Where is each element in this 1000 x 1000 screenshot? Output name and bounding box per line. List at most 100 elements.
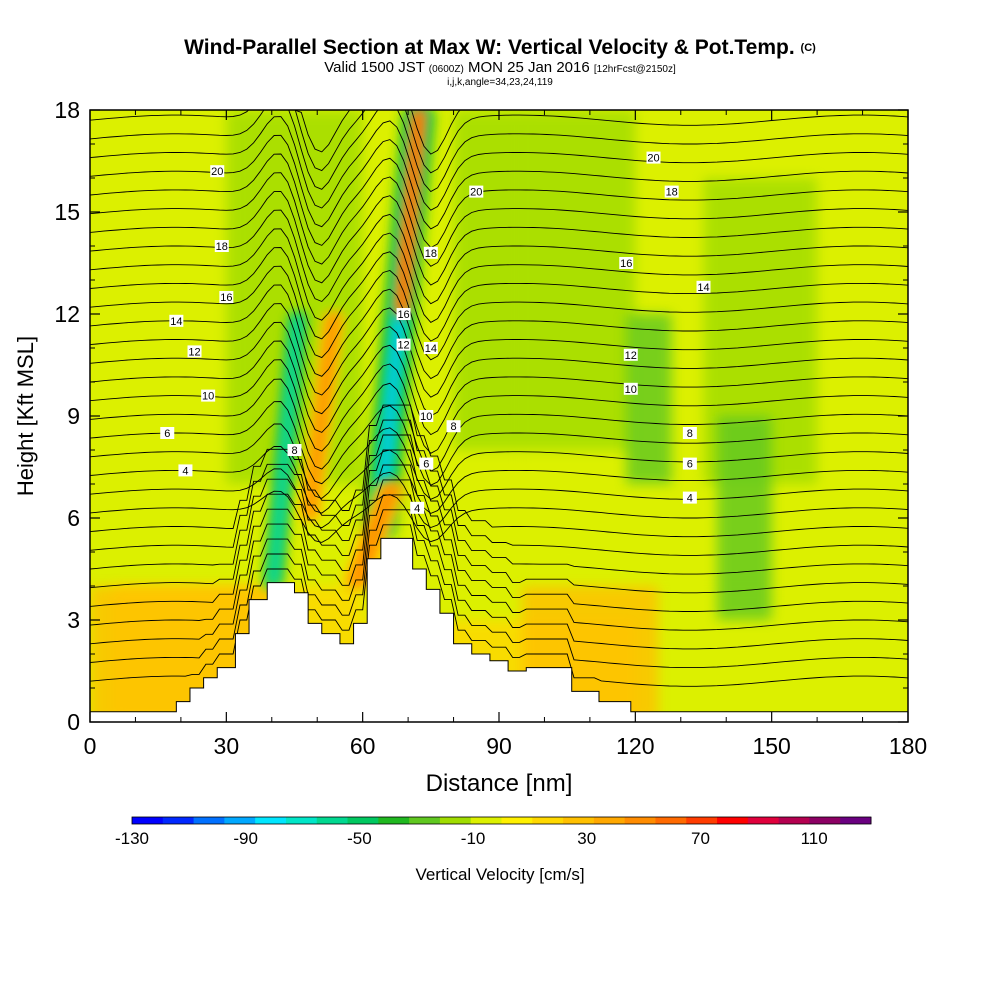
colorbar-tick-label: 70	[691, 829, 710, 848]
isentrope-label: 20	[469, 185, 484, 199]
isentrope-label: 20	[210, 165, 225, 178]
x-tick-label: 150	[752, 733, 790, 759]
vv-cell	[717, 416, 772, 620]
label-bg	[682, 427, 697, 439]
colorbar-swatch	[778, 817, 810, 824]
isentrope-line	[90, 449, 908, 594]
isentrope-label: 14	[423, 342, 438, 355]
isentrope-label-text: 14	[697, 282, 709, 294]
isentrope-line	[90, 468, 908, 529]
isentrope-label-text: 6	[687, 459, 693, 471]
colorbar-swatch	[840, 817, 872, 824]
isentrope-line	[90, 228, 908, 323]
colorbar-tick-label: -90	[233, 829, 258, 848]
label-bg	[682, 491, 697, 504]
isentrope-label: 10	[419, 410, 434, 423]
isentrope-label: 16	[219, 291, 234, 304]
y-tick-label: 15	[54, 199, 80, 225]
colorbar-swatch	[563, 817, 595, 824]
colorbar-tick-label: 110	[801, 829, 828, 848]
isentrope-label-text: 6	[164, 428, 170, 440]
colorbar-swatch	[809, 817, 841, 824]
isentrope-label: 6	[419, 457, 434, 471]
chart-title-text: Wind-Parallel Section at Max W: Vertical…	[184, 36, 795, 59]
isentrope-line	[90, 509, 908, 669]
isentrope-label: 4	[410, 501, 425, 515]
isentrope-label: 6	[160, 427, 175, 440]
isentrope-line	[90, 479, 908, 631]
title-block: Wind-Parallel Section at Max W: Vertical…	[0, 36, 1000, 88]
y-tick-label: 0	[67, 709, 80, 735]
vv-cell	[90, 110, 250, 552]
isentrope-line	[90, 445, 908, 514]
isentrope-label-text: 8	[450, 421, 456, 433]
isentrope-line	[90, 116, 908, 211]
isentrope-label-text: 18	[666, 187, 678, 199]
label-bg	[219, 291, 234, 303]
x-tick-label: 180	[889, 733, 927, 759]
x-tick-label: 120	[616, 733, 654, 759]
isentrope-label: 20	[646, 151, 661, 165]
isentrope-line	[90, 359, 908, 454]
x-tick-label: 60	[350, 733, 376, 759]
isentrope-label-text: 4	[414, 503, 420, 515]
x-axis-label: Distance [nm]	[426, 770, 573, 797]
colorbar-swatch	[224, 817, 256, 824]
isentrope-label: 8	[446, 420, 461, 433]
isentrope-line	[90, 284, 908, 380]
label-bg	[423, 342, 438, 354]
isentrope-line	[90, 303, 908, 398]
x-tick-label: 30	[214, 733, 240, 759]
valid-line: Valid 1500 JST (0600Z) MON 25 Jan 2016 […	[0, 60, 1000, 77]
vv-cell	[626, 314, 672, 484]
colorbar-swatch	[624, 817, 656, 824]
isentrope-line	[90, 190, 908, 286]
isentrope-label: 18	[214, 240, 229, 253]
label-bg	[423, 246, 438, 259]
isentrope-label-text: 16	[220, 292, 232, 304]
isentrope-line	[90, 490, 908, 543]
label-bg	[619, 257, 634, 269]
label-bg	[410, 501, 425, 514]
colorbar-frame	[131, 816, 872, 825]
colorbar-swatch	[532, 817, 564, 824]
isentrope-line	[90, 524, 908, 687]
colorbar-swatch	[717, 817, 749, 824]
label-bg	[287, 444, 302, 456]
isentrope-line	[90, 423, 908, 500]
colorbar-swatch	[255, 817, 287, 824]
isentrope-line	[90, 134, 908, 230]
label-bg	[682, 457, 697, 470]
colorbar-swatch	[285, 817, 318, 824]
label-bg	[696, 280, 711, 293]
x-tick-label: 0	[84, 733, 97, 759]
valid-prefix: Valid 1500 JST	[324, 59, 425, 76]
colorbar-swatch	[162, 817, 195, 824]
isentrope-label-text: 18	[425, 248, 437, 260]
colorbar-tick-label: -50	[347, 829, 372, 848]
plot-area: 20 18 16 14 12 10 8 6 4 20 18 16 14 12 10 8 6 4 20 18 16 14 12…	[89, 109, 909, 723]
y-tick-label: 9	[67, 403, 80, 429]
label-bg	[169, 314, 184, 327]
isentrope-label: 16	[396, 308, 411, 321]
terrain	[89, 537, 909, 723]
isentrope-line	[90, 434, 908, 575]
isentrope-line	[90, 265, 908, 361]
y-tick-label: 6	[67, 505, 80, 531]
isentrope-label: 6	[682, 457, 697, 471]
colorbar-tick-label: 30	[577, 829, 596, 848]
y-tick-label: 3	[67, 607, 80, 633]
isentrope-label-text: 10	[625, 384, 637, 396]
label-bg	[469, 185, 484, 198]
isentrope-line	[90, 378, 908, 472]
vv-cell	[308, 314, 336, 518]
colorbar-swatch	[378, 817, 410, 824]
colorbar-swatch	[593, 817, 626, 824]
colorbar-swatch	[686, 817, 718, 824]
label-bg	[623, 382, 638, 395]
colorbar-swatch	[316, 817, 349, 824]
isentrope-line	[90, 464, 908, 612]
isentrope-label-text: 12	[625, 350, 637, 362]
isentrope-label-text: 20	[470, 187, 482, 199]
isentrope-line	[90, 172, 908, 267]
